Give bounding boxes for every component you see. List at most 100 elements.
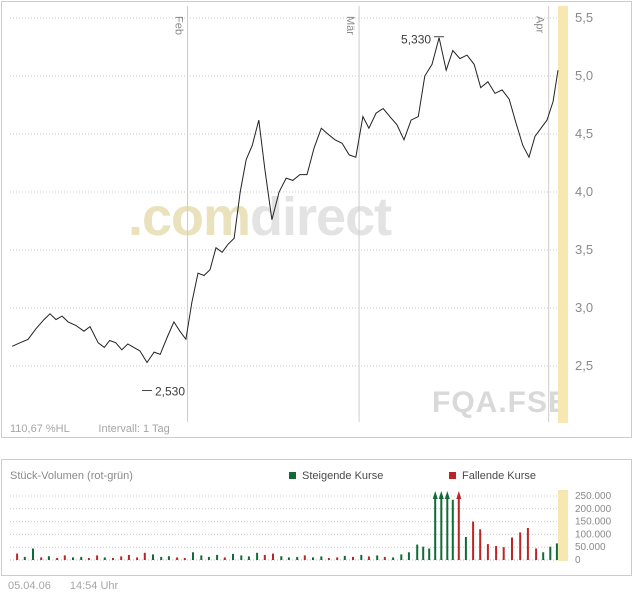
- volume-bar: [263, 554, 266, 560]
- volume-bar: [280, 556, 283, 560]
- volume-bar: [392, 557, 395, 560]
- volume-chart-panel: Stück-Volumen (rot-grün) Steigende Kurse…: [1, 459, 632, 576]
- month-label: Apr: [534, 16, 546, 33]
- volume-bar: [486, 544, 489, 560]
- current-period-strip: [558, 6, 568, 423]
- volume-bar: [80, 556, 83, 560]
- volume-bar: [136, 557, 139, 560]
- volume-bar: [519, 532, 522, 560]
- price-chart-panel: .comdirect FQA.FSE 2,5 3,0 3,5 4,0 4,5 5,0 5,5…: [1, 1, 632, 438]
- volume-bar: [216, 554, 219, 560]
- volume-bar: [160, 556, 163, 560]
- price-ytick-label: 4,5: [575, 126, 593, 141]
- volume-bar: [207, 556, 210, 560]
- volume-bar: [440, 498, 443, 560]
- volume-bar-clip-arrow-icon: [432, 491, 438, 499]
- volume-bar: [422, 546, 425, 560]
- volume-bar: [96, 555, 99, 560]
- price-ytick-label: 4,0: [575, 184, 593, 199]
- volume-bar: [256, 552, 259, 560]
- volume-bar: [32, 548, 34, 560]
- volume-bar: [183, 558, 186, 560]
- volume-ytick-label: 0: [575, 555, 581, 566]
- high-annotation: 5,330: [401, 33, 431, 47]
- legend-falling-item: Fallende Kurse: [449, 470, 536, 482]
- falling-swatch-icon: [449, 472, 456, 479]
- status-date: 05.04.06: [8, 580, 51, 592]
- volume-bar: [200, 555, 203, 560]
- volume-bar: [343, 555, 346, 560]
- volume-bar: [400, 554, 403, 560]
- price-chart: 2,5 3,0 3,5 4,0 4,5 5,0 5,5 Feb Mär Apr 5,330 2,530: [10, 6, 593, 423]
- volume-bar: [457, 498, 460, 560]
- volume-ytick-label: 250.000: [575, 491, 612, 502]
- legend-rising-label: Steigende Kurse: [302, 470, 384, 482]
- volume-bar: [367, 556, 370, 560]
- volume-bar: [464, 537, 467, 560]
- volume-bar: [320, 556, 323, 560]
- volume-bar: [327, 558, 330, 560]
- volume-bar: [127, 554, 130, 560]
- volume-bar: [383, 556, 386, 560]
- volume-bar: [192, 552, 194, 560]
- volume-bar: [143, 552, 146, 560]
- price-line: [11, 37, 559, 364]
- volume-bar: [120, 556, 123, 560]
- volume-ytick-label: 50.000: [575, 542, 606, 553]
- volume-bar: [336, 557, 339, 560]
- volume-bar: [312, 557, 314, 560]
- volume-bar: [511, 537, 513, 560]
- volume-bar: [103, 557, 106, 560]
- volume-bar-clip-arrow-icon: [438, 491, 444, 499]
- symbol-watermark: FQA.FSE: [432, 386, 570, 419]
- price-ytick-label: 2,5: [575, 358, 593, 373]
- status-time: 14:54 Uhr: [69, 580, 119, 592]
- legend-rising-item: Steigende Kurse: [289, 470, 383, 482]
- volume-bar: [446, 498, 449, 560]
- low-annotation: 2,530: [155, 385, 185, 399]
- price-ytick-label: 3,5: [575, 242, 593, 257]
- volume-bar: [434, 498, 437, 560]
- volume-bar: [40, 557, 43, 560]
- interval-label: Intervall: 1 Tag: [98, 423, 170, 435]
- volume-bar: [272, 553, 274, 560]
- price-ytick-label: 3,0: [575, 300, 593, 315]
- volume-bar: [303, 555, 306, 560]
- volume-bar-clip-arrow-icon: [456, 491, 462, 499]
- volume-bar: [555, 543, 558, 560]
- volume-bar: [47, 556, 50, 560]
- legend-falling-label: Fallende Kurse: [462, 470, 536, 482]
- volume-bar: [63, 555, 66, 560]
- volume-bar: [535, 548, 538, 560]
- volume-ytick-label: 200.000: [575, 504, 612, 515]
- volume-ytick-label: 150.000: [575, 517, 612, 528]
- volume-bar: [176, 557, 179, 560]
- percent-hl-label: 110,67 %HL: [10, 423, 70, 435]
- volume-bar: [360, 554, 363, 560]
- volume-bar: [296, 556, 299, 560]
- comdirect-watermark: .comdirect: [128, 186, 392, 248]
- volume-bar: [16, 553, 19, 560]
- volume-bar: [451, 499, 454, 560]
- volume-bar: [407, 552, 410, 560]
- volume-bar: [542, 552, 545, 560]
- current-period-strip: [558, 490, 568, 561]
- volume-bar: [223, 557, 226, 560]
- volume-bar-clip-arrow-icon: [444, 491, 450, 499]
- volume-bar: [56, 558, 59, 560]
- volume-bar: [112, 558, 114, 560]
- volume-bar: [287, 557, 290, 560]
- volume-bar: [72, 557, 74, 560]
- volume-bar: [502, 547, 505, 560]
- volume-bar: [472, 521, 475, 560]
- rising-swatch-icon: [289, 472, 296, 479]
- volume-ytick-label: 100.000: [575, 529, 612, 540]
- price-chart-footer: 110,67 %HL Intervall: 1 Tag: [10, 423, 170, 435]
- volume-bar: [376, 555, 379, 560]
- volume-bar: [416, 544, 419, 560]
- volume-bar: [549, 546, 552, 560]
- volume-bar: [352, 556, 354, 560]
- volume-bar: [152, 554, 154, 560]
- volume-bar: [479, 529, 482, 560]
- comdirect-watermark-direct: direct: [250, 187, 392, 247]
